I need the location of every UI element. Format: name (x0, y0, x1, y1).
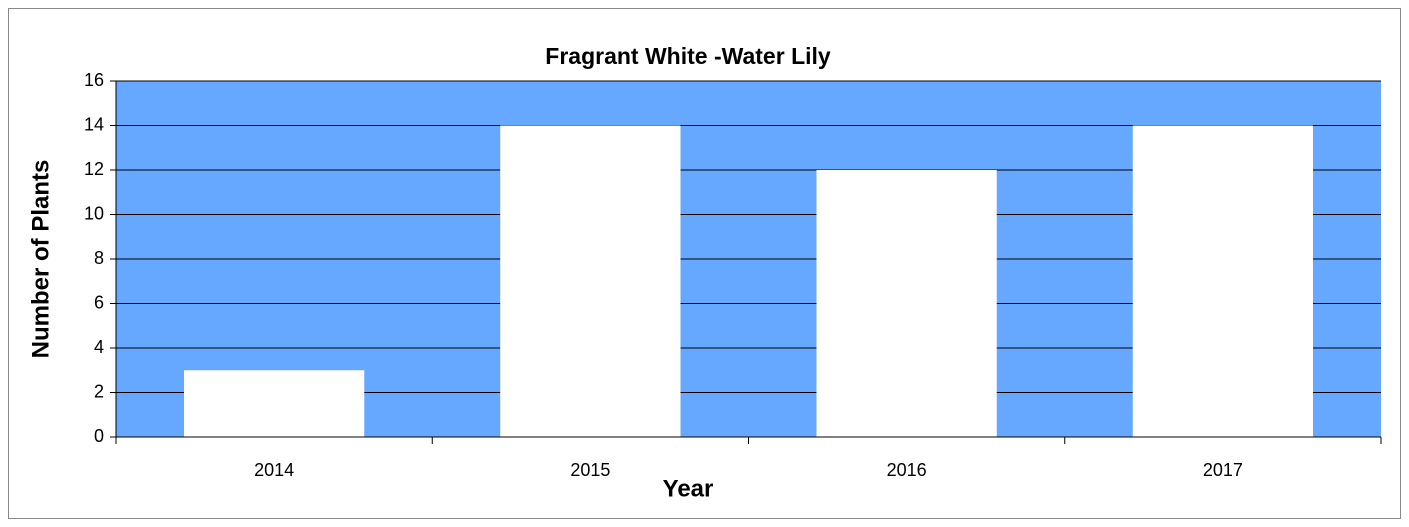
bar (500, 125, 681, 437)
y-tick-label: 2 (94, 381, 104, 401)
x-tick-label: 2015 (570, 460, 610, 480)
y-tick-label: 12 (84, 159, 104, 179)
x-tick-label: 2017 (1203, 460, 1243, 480)
bar (183, 370, 365, 437)
x-axis-label: Year (663, 475, 714, 502)
chart-title: Fragrant White -Water Lily (545, 43, 831, 69)
bar (816, 170, 997, 437)
y-tick-label: 16 (84, 70, 104, 90)
x-tick-label: 2016 (887, 460, 927, 480)
y-tick-label: 4 (94, 337, 104, 357)
y-tick-label: 6 (94, 292, 104, 312)
bar (1132, 125, 1314, 437)
y-tick-label: 10 (84, 203, 104, 223)
x-tick-label: 2014 (254, 460, 294, 480)
y-axis-label: Number of Plants (27, 160, 54, 359)
y-tick-label: 0 (94, 426, 104, 446)
y-tick-label: 8 (94, 248, 104, 268)
y-tick-label: 14 (84, 114, 104, 134)
